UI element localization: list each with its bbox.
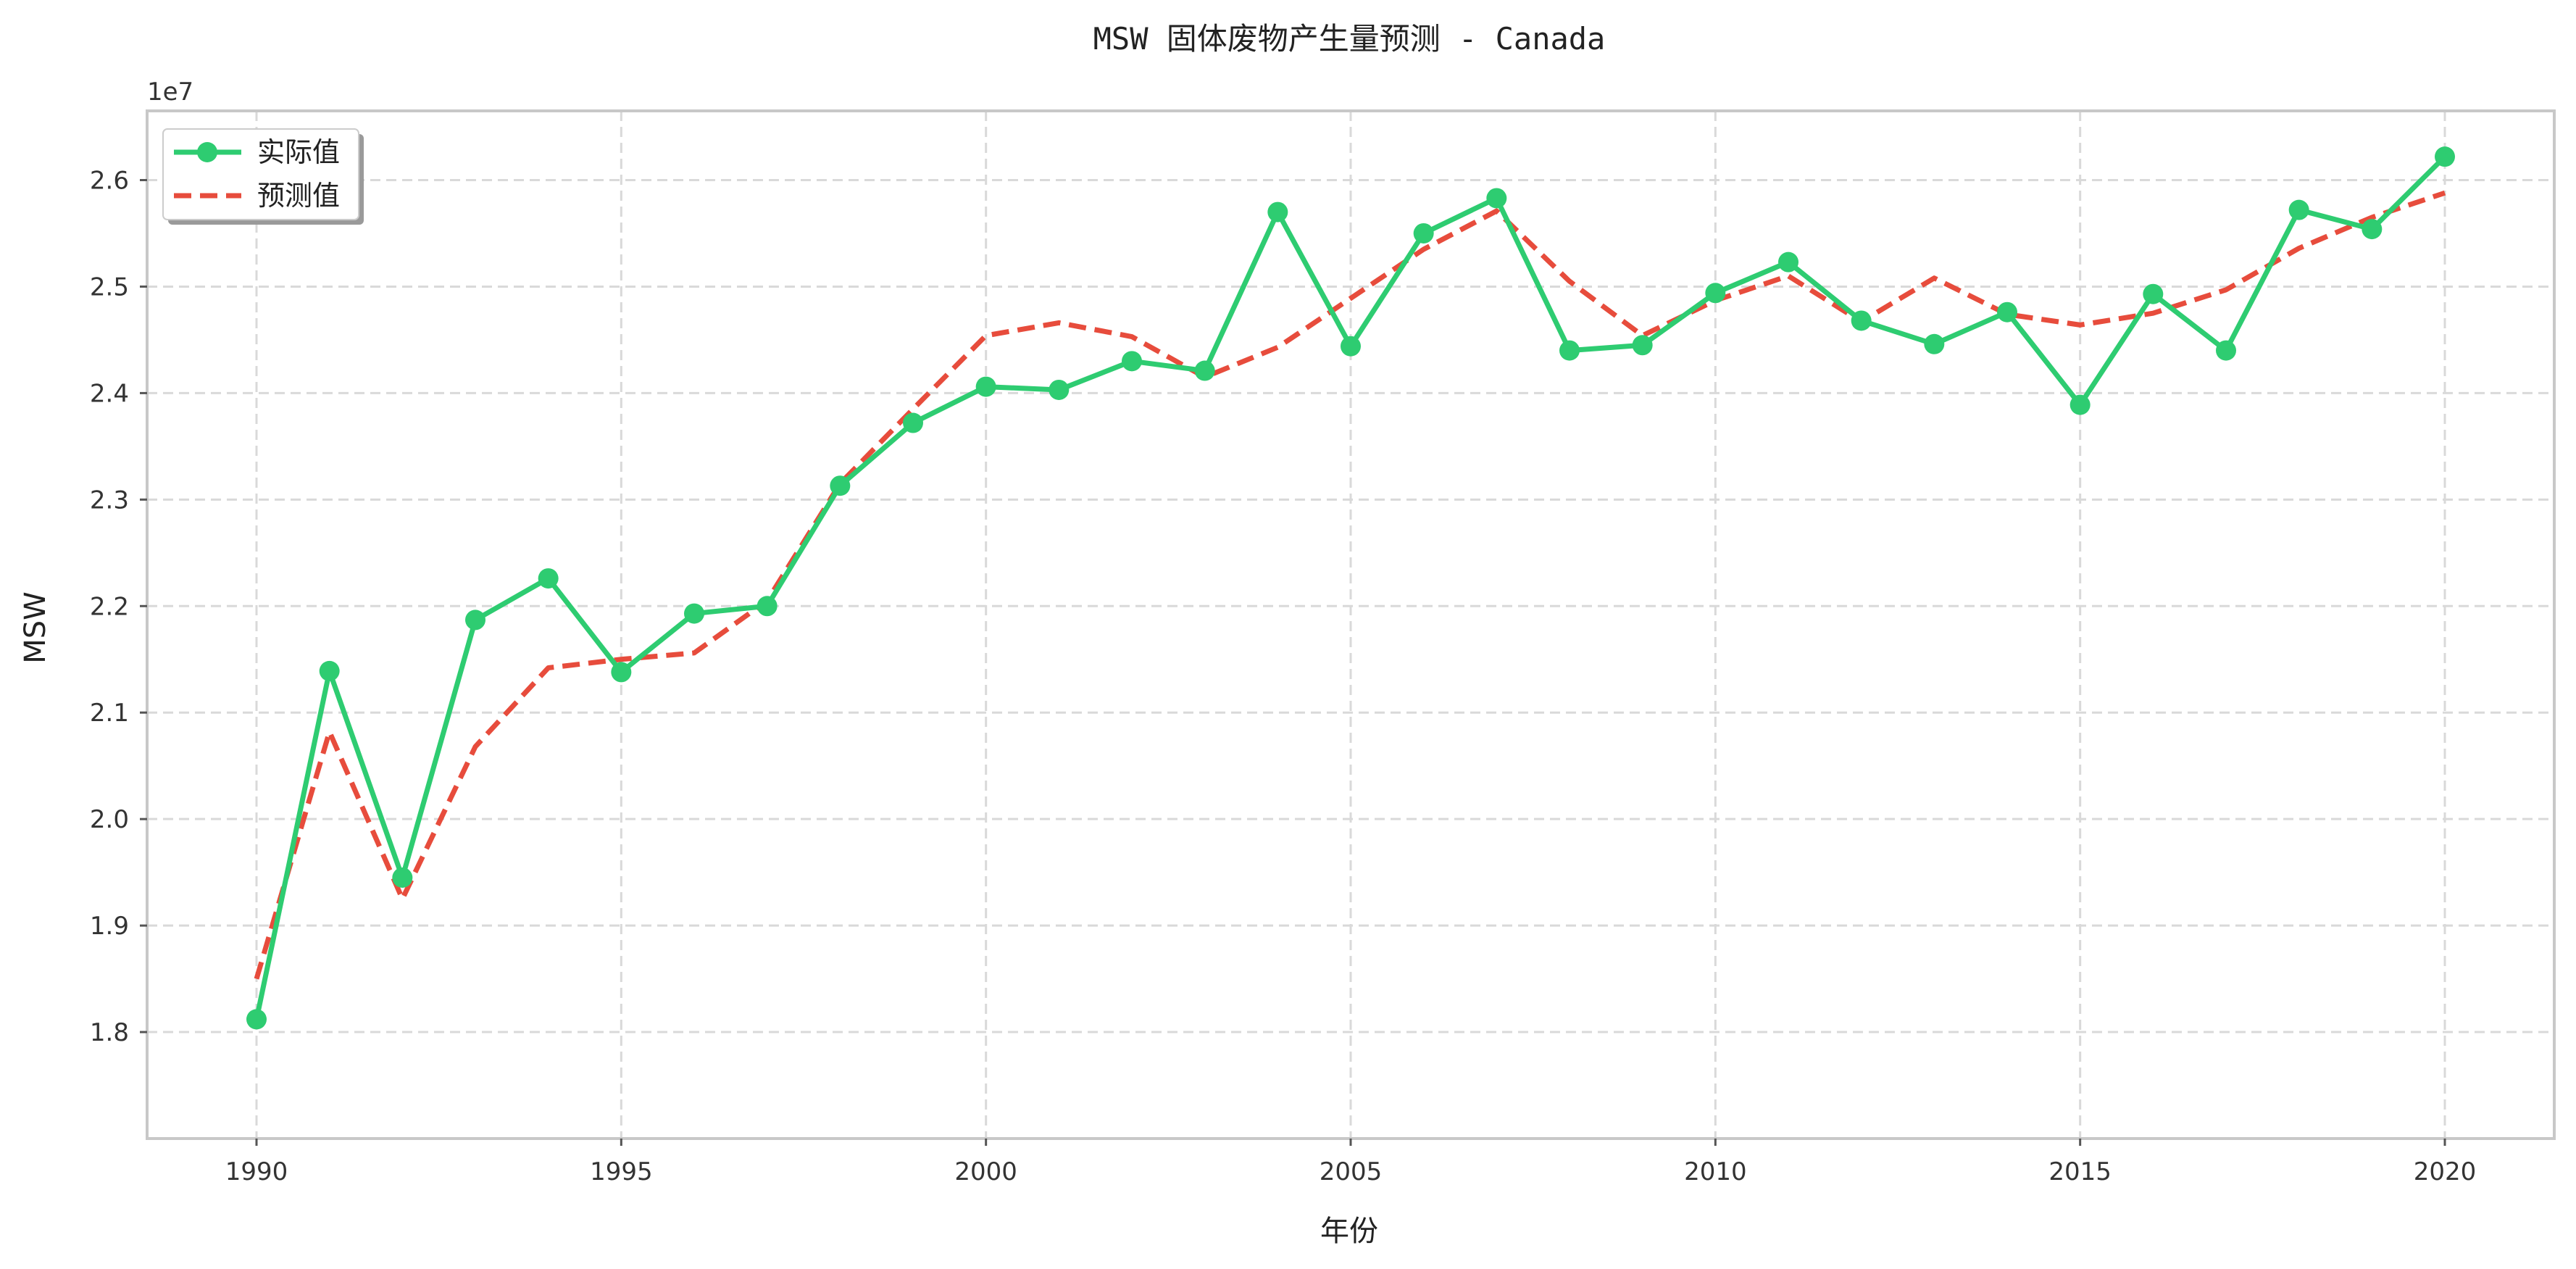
data-point [1341, 336, 1361, 357]
x-axis-label: 年份 [1320, 1215, 1378, 1248]
y-axis-label: MSW [19, 591, 52, 663]
data-point [2216, 340, 2236, 361]
data-point [1413, 222, 1434, 244]
data-point [1851, 310, 1872, 331]
data-point [1486, 188, 1507, 209]
data-point [1997, 301, 2017, 323]
data-point [465, 609, 485, 631]
data-point [756, 596, 778, 617]
data-point [1049, 379, 1070, 400]
y-axis-offset-label: 1e7 [147, 78, 193, 107]
data-point [1122, 351, 1142, 372]
data-point [392, 867, 413, 888]
data-point [684, 603, 704, 624]
legend-item: 预测值 [174, 180, 340, 212]
x-tick-label: 1995 [590, 1157, 653, 1186]
data-point [903, 412, 923, 433]
x-tick-label: 2015 [2048, 1157, 2112, 1186]
data-point [2288, 199, 2309, 220]
x-axis-ticks: 1990 1995 2000 2005 2010 2015 2020 [225, 1139, 2477, 1186]
grid-lines [147, 111, 2554, 1139]
y-tick-label: 2.4 [90, 379, 129, 408]
data-point [830, 475, 851, 496]
legend-label: 预测值 [257, 180, 340, 212]
legend-swatch-marker [197, 142, 217, 162]
x-tick-label: 2010 [1684, 1157, 1747, 1186]
data-point [2069, 394, 2091, 415]
series-predicted [254, 190, 2446, 980]
data-point [1632, 335, 1653, 356]
data-point [2435, 146, 2455, 167]
x-tick-label: 2000 [954, 1157, 1017, 1186]
data-point [1194, 360, 1215, 381]
data-point [2362, 219, 2383, 240]
y-tick-label: 2.0 [90, 805, 129, 834]
data-point [246, 1009, 267, 1030]
x-tick-label: 2020 [2414, 1157, 2477, 1186]
data-point [975, 376, 996, 397]
y-tick-label: 1.8 [90, 1018, 129, 1047]
legend-label: 实际值 [257, 136, 340, 168]
y-tick-label: 2.6 [90, 167, 129, 196]
y-tick-label: 2.3 [90, 486, 129, 515]
y-tick-label: 2.5 [90, 272, 129, 301]
x-tick-label: 1990 [225, 1157, 288, 1186]
chart-title: MSW 固体废物产生量预测 - Canada [1093, 21, 1606, 57]
y-tick-label: 2.2 [90, 592, 129, 621]
data-point [1778, 251, 1798, 272]
data-point [1705, 283, 1726, 304]
data-point [611, 662, 632, 683]
series-layer [246, 146, 2455, 1030]
data-point [2143, 283, 2164, 304]
data-point [538, 568, 559, 589]
data-point [319, 660, 340, 681]
y-tick-label: 1.9 [90, 912, 129, 941]
series-actual [246, 146, 2455, 1030]
y-axis-ticks: 1.8 1.9 2.0 2.1 2.2 2.3 2.4 2.5 2.6 [90, 167, 147, 1047]
legend-item: 实际值 [174, 136, 340, 168]
series-line [254, 190, 2446, 980]
data-point [1267, 201, 1288, 222]
data-point [1559, 340, 1580, 361]
x-tick-label: 2005 [1320, 1157, 1383, 1186]
data-point [1924, 333, 1945, 354]
y-tick-label: 2.1 [90, 699, 129, 728]
